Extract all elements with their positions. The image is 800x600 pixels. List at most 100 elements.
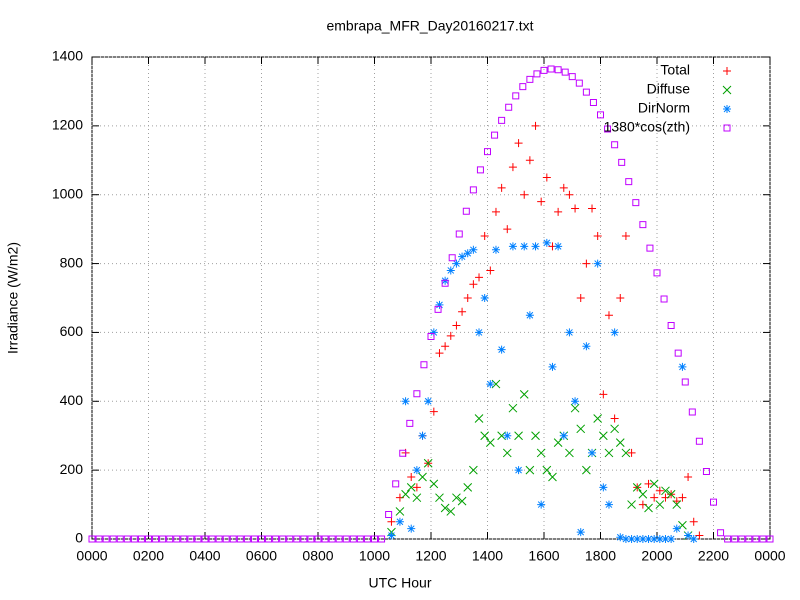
data-point: [650, 535, 659, 543]
data-point: [166, 535, 174, 543]
data-point: [486, 266, 495, 275]
y-tick-label: 800: [60, 254, 84, 270]
data-point: [497, 183, 506, 192]
data-point: [480, 294, 489, 302]
data-point: [689, 535, 698, 543]
data-point: [644, 479, 653, 488]
data-point: [486, 380, 495, 389]
data-point: [420, 361, 428, 369]
data-point: [625, 178, 633, 186]
data-point: [547, 65, 555, 73]
data-point: [621, 448, 631, 458]
data-point: [695, 531, 704, 540]
data-point: [505, 103, 513, 111]
data-point: [519, 83, 527, 91]
data-point: [576, 528, 585, 537]
data-point: [618, 158, 626, 166]
data-point: [537, 197, 546, 206]
x-tick-label: 1000: [359, 548, 390, 564]
data-point: [429, 328, 438, 337]
data-point: [653, 269, 661, 277]
data-point: [593, 414, 603, 423]
data-point: [474, 414, 484, 423]
data-point: [102, 535, 110, 543]
data-point: [514, 431, 523, 441]
data-point: [446, 266, 455, 275]
data-point: [604, 125, 612, 133]
data-point: [485, 438, 495, 447]
legend-label: DirNorm: [638, 100, 690, 116]
data-point: [435, 300, 444, 309]
data-point: [463, 249, 472, 258]
legend-marker: [723, 67, 731, 75]
legend-label: 1380*cos(zth): [604, 119, 690, 135]
data-point: [300, 535, 308, 543]
data-point: [469, 186, 477, 194]
data-point: [508, 242, 517, 251]
data-point: [458, 307, 467, 316]
data-point: [615, 438, 625, 447]
data-point: [593, 232, 602, 241]
data-point: [137, 535, 145, 543]
data-point: [616, 294, 625, 302]
data-point: [632, 483, 642, 492]
data-point: [356, 535, 364, 543]
data-point: [349, 535, 357, 543]
data-point: [525, 311, 534, 320]
data-point: [674, 349, 682, 357]
data-point: [568, 73, 576, 81]
data-point: [616, 533, 625, 542]
x-tick-label: 0000: [76, 548, 107, 564]
data-point: [766, 535, 774, 543]
y-tick-label: 600: [60, 323, 84, 339]
data-point: [565, 448, 574, 458]
data-point: [427, 333, 435, 341]
x-tick-label: 0000: [754, 548, 785, 564]
data-point: [342, 535, 350, 543]
data-point: [412, 493, 422, 503]
data-point: [689, 517, 698, 526]
data-point: [458, 252, 467, 261]
data-point: [371, 535, 378, 543]
data-point: [559, 183, 568, 192]
data-point: [194, 535, 202, 543]
data-point: [173, 535, 181, 543]
data-point: [446, 331, 455, 340]
legend-marker: [722, 85, 732, 95]
x-tick-label: 1200: [415, 548, 446, 564]
data-point: [531, 242, 540, 251]
data-point: [548, 362, 557, 371]
data-point: [610, 414, 619, 423]
data-point: [542, 238, 551, 247]
data-point: [392, 480, 400, 488]
data-point: [441, 276, 450, 285]
data-point: [537, 500, 546, 509]
data-point: [672, 524, 681, 533]
y-tick-label: 400: [60, 392, 84, 408]
data-point: [395, 507, 405, 516]
data-point: [265, 535, 273, 543]
data-point: [328, 535, 336, 543]
data-point: [678, 362, 687, 371]
data-point: [222, 535, 230, 543]
data-point: [644, 535, 653, 543]
data-point: [109, 535, 117, 543]
x-tick-label: 2000: [641, 548, 672, 564]
data-point: [469, 245, 478, 254]
data-point: [187, 535, 195, 543]
data-point: [159, 535, 167, 543]
data-point: [401, 489, 410, 499]
data-point: [627, 500, 636, 509]
y-tick-label: 1200: [52, 117, 83, 133]
data-point: [540, 66, 548, 74]
legend-marker: [723, 124, 731, 132]
x-tick-label: 0200: [133, 548, 164, 564]
data-point: [621, 232, 630, 241]
data-point: [423, 458, 433, 468]
data-point: [695, 437, 703, 445]
data-point: [130, 535, 138, 543]
y-tick-label: 200: [60, 461, 84, 477]
data-point: [536, 448, 546, 458]
data-point: [611, 141, 619, 149]
